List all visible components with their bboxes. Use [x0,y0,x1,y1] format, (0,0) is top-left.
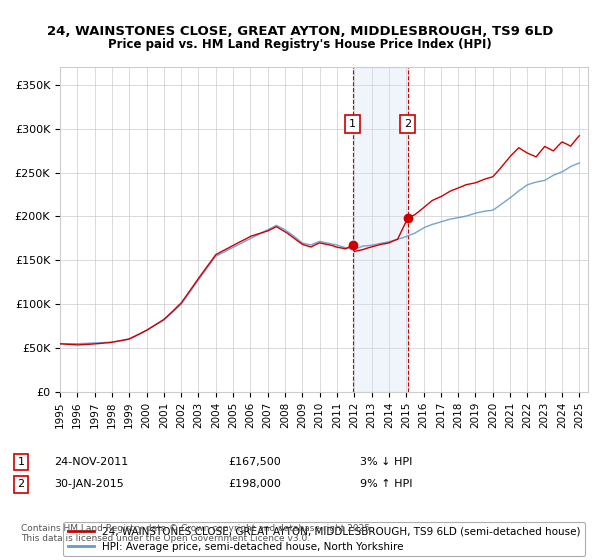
Legend: 24, WAINSTONES CLOSE, GREAT AYTON, MIDDLESBROUGH, TS9 6LD (semi-detached house),: 24, WAINSTONES CLOSE, GREAT AYTON, MIDDL… [64,522,584,556]
Text: 3% ↓ HPI: 3% ↓ HPI [360,457,412,467]
Text: 2: 2 [404,119,411,129]
Text: £198,000: £198,000 [228,479,281,489]
Text: 9% ↑ HPI: 9% ↑ HPI [360,479,413,489]
Text: 1: 1 [17,457,25,467]
Text: 2: 2 [17,479,25,489]
Text: £167,500: £167,500 [228,457,281,467]
Text: 24-NOV-2011: 24-NOV-2011 [54,457,128,467]
Text: Contains HM Land Registry data © Crown copyright and database right 2025.
This d: Contains HM Land Registry data © Crown c… [21,524,373,543]
Text: 1: 1 [349,119,356,129]
Bar [353,67,407,392]
Text: Price paid vs. HM Land Registry's House Price Index (HPI): Price paid vs. HM Land Registry's House … [108,38,492,50]
Text: 30-JAN-2015: 30-JAN-2015 [54,479,124,489]
Text: 24, WAINSTONES CLOSE, GREAT AYTON, MIDDLESBROUGH, TS9 6LD: 24, WAINSTONES CLOSE, GREAT AYTON, MIDDL… [47,25,553,38]
